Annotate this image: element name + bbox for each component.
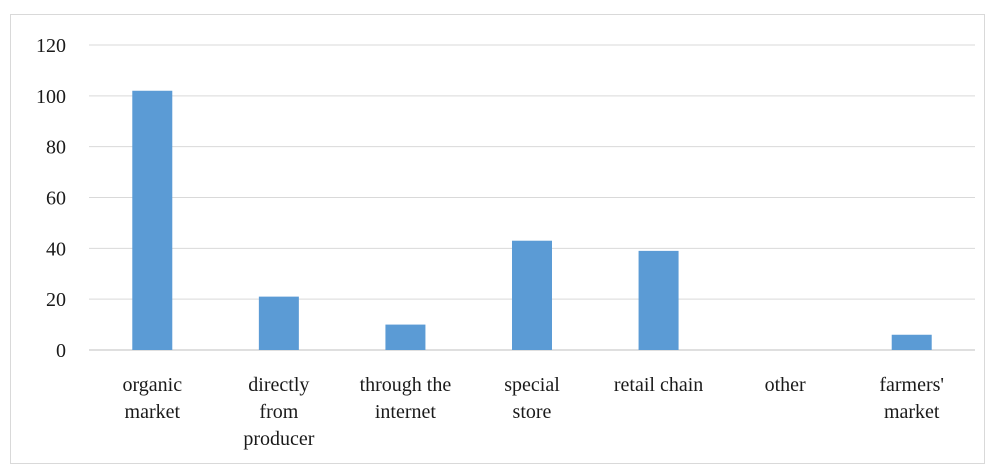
bar-chart: 0 20 40 60 80 100 120 organic market directly fro… xyxy=(36,35,975,450)
y-tick-label: 40 xyxy=(46,238,66,260)
y-tick-label: 60 xyxy=(46,188,66,210)
category-label: organic market xyxy=(122,374,182,423)
category-label: directly from producer xyxy=(243,374,314,450)
bar xyxy=(385,324,426,350)
bar xyxy=(891,334,932,350)
bar xyxy=(132,90,173,350)
y-tick-label: 100 xyxy=(36,86,66,108)
y-tick-label: 20 xyxy=(46,289,66,311)
x-axis-category-labels: organic market directly from producer through… xyxy=(122,374,944,450)
category-label: special store xyxy=(504,374,560,423)
y-axis-tick-labels: 0 20 40 60 80 100 120 xyxy=(36,35,66,362)
category-label: farmers' market xyxy=(879,374,944,423)
bar xyxy=(638,250,679,350)
chart-frame: 0 20 40 60 80 100 120 organic market directly fro… xyxy=(10,14,985,464)
category-label: retail chain xyxy=(614,374,703,396)
bar xyxy=(258,296,299,350)
bars xyxy=(132,90,932,350)
y-tick-label: 0 xyxy=(56,340,66,362)
category-label: through the internet xyxy=(360,374,452,423)
y-tick-label: 120 xyxy=(36,35,66,57)
y-tick-label: 80 xyxy=(46,137,66,159)
category-label: other xyxy=(765,374,806,396)
bar xyxy=(512,240,552,350)
